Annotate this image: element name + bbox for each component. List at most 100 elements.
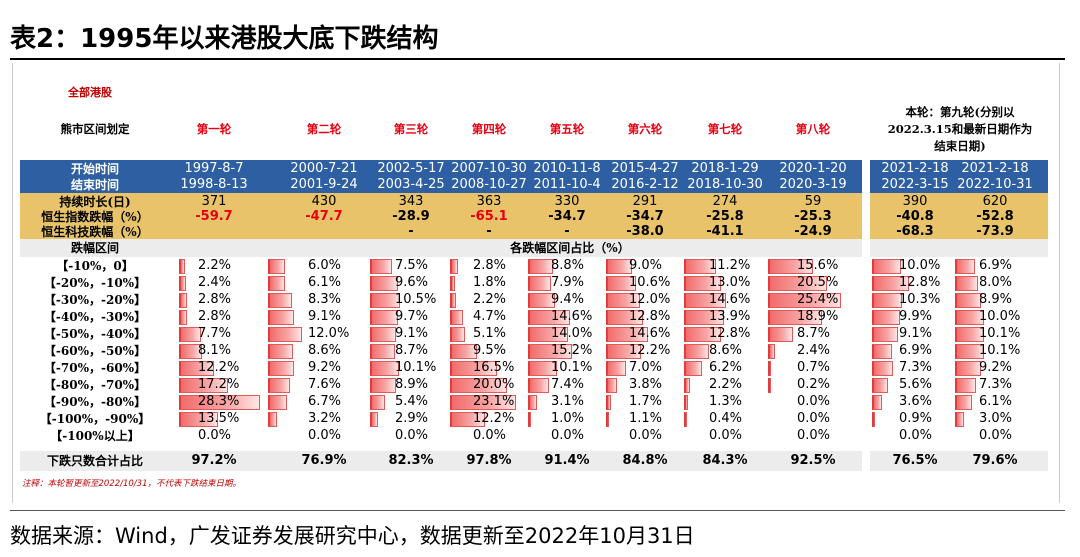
distribution-bar	[528, 395, 537, 410]
round-header: 第八轮	[795, 122, 831, 136]
current-round-line3: 结束日期)	[934, 139, 986, 153]
range-row-label: 【-100%以上】	[50, 429, 140, 443]
distribution-bar	[268, 395, 288, 410]
distribution-value: 10.1%	[395, 360, 437, 375]
duration-value: 430	[311, 194, 337, 209]
distribution-value: 15.6%	[797, 258, 839, 273]
distribution-value: 8.7%	[797, 326, 831, 341]
distribution-value: 10.1%	[979, 326, 1021, 341]
distribution-value: 0.0%	[797, 411, 831, 426]
end-date: 2008-10-27	[451, 177, 527, 192]
distribution-value: 25.4%	[797, 292, 839, 307]
distribution-bar	[528, 310, 570, 325]
range-row-label: 【-100%，-90%】	[39, 412, 151, 426]
distribution-bar	[370, 378, 396, 393]
range-row-label: 【-30%，-20%】	[43, 293, 147, 307]
distribution-bar	[370, 395, 386, 410]
distribution-bar	[768, 310, 823, 325]
hsi-drop-value: -40.8	[896, 209, 934, 224]
distribution-value: 5.4%	[395, 394, 429, 409]
current-round-line1: 本轮：第九轮(分别以	[905, 105, 1015, 119]
round-header: 第七轮	[707, 122, 743, 136]
table-title: 表2：1995年以来港股大底下跌结构	[10, 24, 439, 54]
current-round-separator	[862, 100, 870, 472]
distribution-value: 7.5%	[395, 258, 429, 273]
start-date: 1997-8-7	[184, 161, 244, 176]
distribution-value: 6.1%	[308, 275, 342, 290]
range-row-label: 【-60%，-50%】	[43, 344, 147, 358]
distribution-bar	[606, 412, 610, 427]
round-header: 第一轮	[196, 122, 232, 136]
distribution-bar	[606, 344, 641, 359]
distribution-value: 6.9%	[979, 258, 1013, 273]
total-value: 97.8%	[466, 453, 512, 468]
distribution-value: 8.9%	[395, 377, 429, 392]
total-value: 76.5%	[892, 453, 938, 468]
distribution-value: 8.1%	[198, 343, 232, 358]
distribution-bar	[528, 259, 554, 274]
round-header: 第六轮	[627, 122, 663, 136]
distribution-bar	[955, 259, 975, 274]
distribution-value: 7.7%	[198, 326, 232, 341]
distribution-value: 10.0%	[979, 309, 1021, 324]
duration-value: 343	[398, 194, 424, 209]
distribution-bar	[268, 378, 290, 393]
distribution-bar	[872, 276, 909, 291]
distribution-bar	[528, 276, 551, 291]
distribution-bar	[179, 276, 186, 291]
distribution-bar	[768, 276, 827, 291]
start-date: 2010-11-8	[533, 161, 601, 176]
source-divider	[10, 510, 1065, 511]
distribution-value: 8.7%	[395, 343, 429, 358]
distribution-bar	[955, 395, 973, 410]
duration-value: 330	[554, 194, 580, 209]
distribution-value: 2.8%	[198, 309, 232, 324]
distribution-bar	[528, 293, 555, 308]
distribution-bar	[370, 293, 401, 308]
distribution-bar	[768, 293, 841, 308]
hstech-drop-value: -	[564, 224, 570, 239]
distribution-value: 0.9%	[899, 411, 933, 426]
distribution-value: 1.7%	[629, 394, 663, 409]
distribution-bar	[268, 310, 295, 325]
distribution-value: 3.6%	[899, 394, 933, 409]
distribution-value: 8.9%	[979, 292, 1013, 307]
distribution-bar	[955, 327, 984, 342]
end-date: 2022-10-31	[957, 177, 1033, 192]
distribution-value: 0.0%	[198, 428, 232, 443]
distribution-value: 2.2%	[198, 258, 232, 273]
distribution-value: 0.0%	[979, 428, 1013, 443]
round-header: 第四轮	[471, 122, 507, 136]
distribution-bar	[684, 412, 687, 427]
range-row-label: 【-20%，-10%】	[43, 276, 147, 290]
distribution-bar	[179, 259, 186, 274]
distribution-value: 2.2%	[709, 377, 743, 392]
dates-band	[20, 160, 1048, 193]
distribution-bar	[179, 378, 229, 393]
distribution-bar	[606, 395, 611, 410]
start-date: 2021-2-18	[961, 161, 1029, 176]
distribution-value: 12.8%	[629, 309, 671, 324]
distribution-value: 10.1%	[551, 360, 593, 375]
distribution-value: 8.3%	[308, 292, 342, 307]
total-value: 91.4%	[544, 453, 590, 468]
distribution-value: 14.6%	[709, 292, 751, 307]
start-label: 开始时间	[70, 162, 119, 176]
distribution-value: 0.0%	[899, 428, 933, 443]
distribution-bar	[768, 327, 793, 342]
hsi-drop-value: -25.3	[794, 209, 832, 224]
hstech-drop-value: -38.0	[626, 224, 664, 239]
distribution-bar	[768, 259, 813, 274]
start-date: 2021-2-18	[881, 161, 949, 176]
distribution-value: 9.1%	[899, 326, 933, 341]
distribution-bar	[872, 327, 899, 342]
distribution-bar	[872, 378, 889, 393]
distribution-value: 8.0%	[979, 275, 1013, 290]
table-frame	[12, 63, 1060, 503]
distribution-value: 20.5%	[797, 275, 839, 290]
distribution-value: 15.2%	[551, 343, 593, 358]
distribution-value: 2.4%	[198, 275, 232, 290]
total-value: 79.6%	[972, 453, 1018, 468]
distribution-bar	[955, 361, 982, 376]
distribution-value: 9.4%	[551, 292, 585, 307]
